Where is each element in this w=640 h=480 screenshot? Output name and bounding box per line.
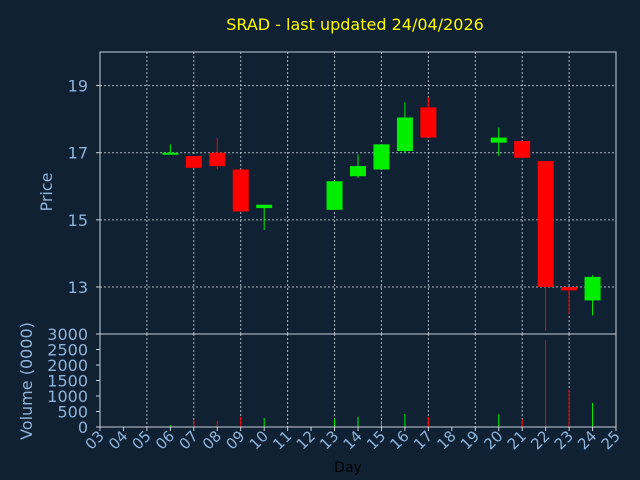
candle-body <box>350 166 366 176</box>
candle-body <box>186 156 202 168</box>
candle-body <box>561 287 577 290</box>
price-axis-label: Price <box>37 172 56 211</box>
price-tick-label: 19 <box>68 77 88 96</box>
price-tick-label: 17 <box>68 144 88 163</box>
volume-tick-label: 3000 <box>47 325 88 344</box>
candle-body <box>256 205 272 208</box>
price-tick-label: 15 <box>68 211 88 230</box>
candle-body <box>209 153 225 166</box>
candle-body <box>373 144 389 169</box>
candle-body <box>162 153 178 155</box>
candle-body <box>538 161 554 287</box>
price-tick-label: 13 <box>68 278 88 297</box>
day-axis-label: Day <box>334 460 362 476</box>
chart-title: SRAD - last updated 24/04/2026 <box>226 15 484 34</box>
candle-body <box>420 107 436 137</box>
day-axis-ticks: 0304050607080910111213141516171819202122… <box>82 427 624 453</box>
volume-axis-label: Volume (0000) <box>17 322 36 440</box>
candle-body <box>327 181 343 210</box>
candle-body <box>585 277 601 301</box>
candle-body <box>233 170 249 212</box>
candle-body <box>491 138 507 143</box>
candle-body <box>397 117 413 151</box>
candle-body <box>514 141 530 158</box>
